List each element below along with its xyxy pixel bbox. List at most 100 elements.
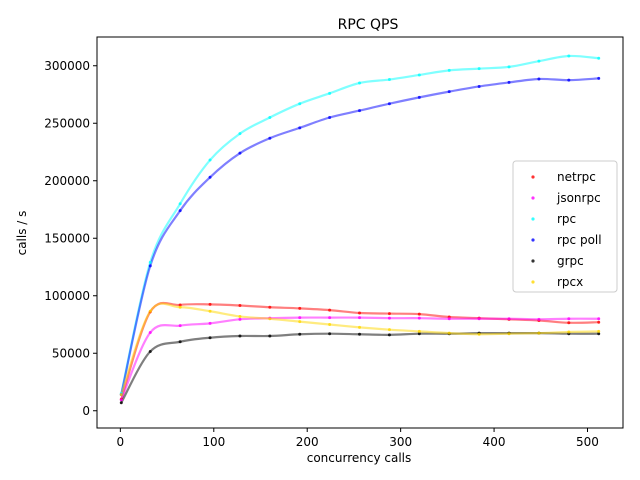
data-point-jsonrpc	[358, 316, 362, 320]
legend-label: jsonrpc	[556, 191, 601, 205]
data-point-rpcx	[208, 309, 212, 313]
data-point-rpc	[238, 132, 242, 136]
x-axis: 0 100 200 300 400 500	[117, 428, 599, 449]
data-point-grpc	[119, 401, 123, 405]
data-point-rpc-poll	[178, 209, 182, 213]
legend-box	[512, 160, 618, 293]
data-point-rpc-poll	[537, 77, 541, 81]
data-point-rpc	[328, 91, 332, 95]
data-point-jsonrpc	[298, 316, 302, 320]
data-point-rpc-poll	[358, 109, 362, 113]
y-tick-label: 100000	[44, 289, 90, 303]
legend-label: grpc	[557, 254, 584, 268]
data-point-rpcx	[298, 320, 302, 324]
data-point-grpc	[268, 334, 272, 338]
legend-marker	[531, 280, 535, 284]
y-axis-title: calls / s	[15, 211, 29, 256]
data-point-rpc	[208, 158, 212, 162]
data-point-netrpc	[238, 304, 242, 308]
data-point-grpc	[328, 332, 332, 336]
data-point-jsonrpc	[328, 316, 332, 320]
data-point-grpc	[597, 332, 601, 336]
data-point-rpc	[537, 59, 541, 63]
data-point-rpc	[447, 68, 451, 72]
chart-title: RPC QPS	[338, 17, 399, 33]
x-tick-label: 400	[483, 435, 506, 449]
data-point-rpc	[567, 54, 571, 58]
data-point-rpcx	[597, 329, 601, 333]
data-point-rpc	[387, 78, 391, 82]
legend-marker	[531, 175, 535, 179]
data-point-rpc	[507, 65, 511, 69]
x-tick-label: 500	[576, 435, 599, 449]
legend-label: rpcx	[557, 275, 583, 289]
data-point-rpcx	[238, 314, 242, 318]
y-tick-label: 150000	[44, 231, 90, 245]
y-tick-label: 200000	[44, 174, 90, 188]
data-point-jsonrpc	[567, 317, 571, 321]
data-point-netrpc	[328, 308, 332, 312]
data-point-rpc-poll	[567, 78, 571, 82]
data-point-jsonrpc	[597, 317, 601, 321]
data-point-rpcx	[507, 332, 511, 336]
y-tick-label: 300000	[44, 59, 90, 73]
data-point-grpc	[178, 340, 182, 344]
data-point-rpc-poll	[417, 95, 421, 99]
data-point-netrpc	[208, 302, 212, 306]
data-point-rpcx	[567, 330, 571, 334]
legend-label: rpc poll	[557, 233, 602, 247]
data-point-netrpc	[298, 306, 302, 310]
data-point-rpcx	[178, 305, 182, 309]
data-point-rpc-poll	[268, 136, 272, 140]
data-point-rpcx	[417, 329, 421, 333]
legend-marker	[531, 238, 535, 242]
data-point-jsonrpc	[208, 321, 212, 325]
x-tick-label: 0	[117, 435, 125, 449]
data-point-netrpc	[567, 321, 571, 325]
data-point-jsonrpc	[238, 317, 242, 321]
legend-marker	[531, 217, 535, 221]
data-point-netrpc	[268, 305, 272, 309]
data-point-jsonrpc	[447, 317, 451, 321]
data-point-rpcx	[328, 323, 332, 326]
data-point-grpc	[358, 332, 362, 336]
data-point-jsonrpc	[537, 317, 541, 321]
data-point-rpcx	[387, 328, 391, 332]
data-point-rpcx	[477, 332, 481, 336]
data-point-grpc	[298, 332, 302, 336]
data-point-rpc	[597, 56, 601, 60]
series-points	[119, 54, 601, 405]
data-point-rpc-poll	[148, 264, 152, 268]
data-point-rpc-poll	[387, 102, 391, 106]
series-line-rpc	[120, 54, 600, 395]
y-tick-label: 50000	[52, 346, 90, 360]
data-point-rpcx	[537, 331, 541, 335]
data-point-rpc-poll	[238, 151, 242, 155]
data-point-netrpc	[178, 303, 182, 307]
data-point-rpc-poll	[208, 175, 212, 179]
y-tick-label: 0	[82, 404, 90, 418]
legend-marker	[531, 259, 535, 263]
data-point-rpc-poll	[447, 90, 451, 94]
data-point-grpc	[148, 350, 152, 354]
data-point-netrpc	[597, 320, 601, 324]
data-point-rpc	[298, 102, 302, 106]
data-point-rpc	[178, 202, 182, 206]
data-point-rpc	[417, 73, 421, 77]
data-point-jsonrpc	[387, 316, 391, 320]
data-point-grpc	[238, 334, 242, 338]
x-axis-title: concurrency calls	[307, 451, 412, 465]
data-point-rpc-poll	[507, 80, 511, 84]
data-point-rpc-poll	[298, 126, 302, 130]
data-point-jsonrpc	[148, 331, 152, 335]
data-point-jsonrpc	[507, 317, 511, 321]
data-point-rpc	[268, 116, 272, 119]
y-axis: 0 50000 100000 150000 200000 250000 300000	[44, 59, 97, 418]
data-point-grpc	[208, 336, 212, 340]
data-point-rpc-poll	[597, 76, 601, 80]
data-point-rpcx	[268, 317, 272, 321]
x-tick-label: 100	[202, 435, 225, 449]
data-point-netrpc	[417, 312, 421, 316]
data-point-rpc-poll	[328, 116, 332, 119]
data-point-jsonrpc	[178, 324, 182, 328]
